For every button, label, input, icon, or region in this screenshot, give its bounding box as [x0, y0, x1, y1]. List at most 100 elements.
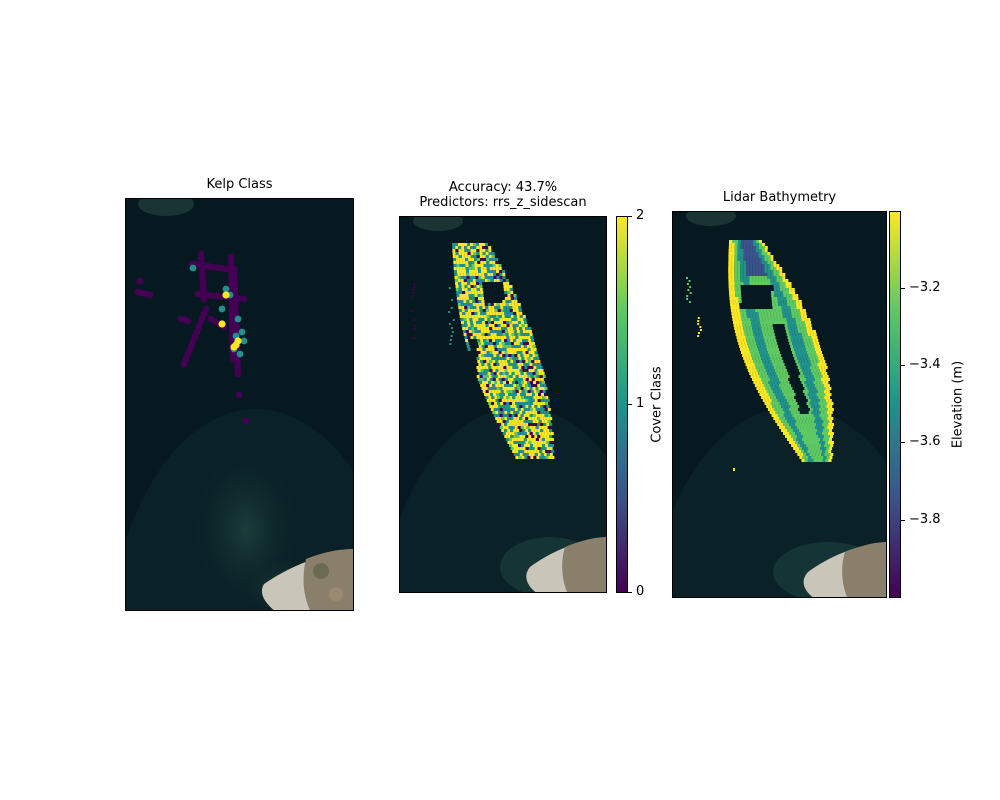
- bathymetry-pixel: [786, 423, 790, 426]
- cover-pixel: [475, 273, 479, 276]
- cover-pixel: [532, 408, 536, 411]
- bathymetry-pixel: [752, 273, 756, 276]
- cover-pixel: [452, 243, 455, 246]
- bathymetry-pixel: [804, 342, 808, 345]
- cover-pixel: [522, 453, 526, 456]
- bathymetry-pixel: [758, 249, 762, 252]
- cover-pixel: [478, 303, 482, 306]
- bathymetry-pixel: [756, 387, 760, 390]
- cover-pixel: [511, 372, 515, 375]
- cover-pixel: [467, 348, 471, 351]
- bathymetry-pixel: [761, 249, 765, 252]
- cover-pixel: [489, 339, 493, 342]
- cover-pixel: [537, 429, 541, 432]
- bathymetry-pixel: [796, 324, 800, 327]
- cover-pixel: [497, 336, 501, 339]
- bathymetry-pixel: [737, 312, 741, 315]
- bathymetry-pixel: [780, 360, 784, 363]
- bathymetry-pixel: [773, 378, 776, 381]
- bathymetry-pixel: [752, 348, 755, 351]
- bathymetry-pixel: [790, 420, 794, 423]
- bathymetry-pixel: [737, 246, 741, 249]
- cover-pixel: [482, 357, 486, 360]
- bathymetry-pixel: [783, 375, 787, 378]
- bathymetry-pixel: [808, 345, 812, 348]
- cover-pixel: [513, 429, 517, 432]
- bathymetry-pixel: [809, 339, 813, 342]
- cover-pixel: [510, 342, 514, 345]
- bathymetry-pixel: [743, 255, 747, 258]
- cover-pixel: [495, 411, 499, 414]
- cover-pixel: [516, 330, 520, 333]
- bathymetry-pixel: [822, 441, 825, 444]
- cover-pixel: [464, 249, 468, 252]
- kelp-class-plot: [126, 199, 353, 610]
- bathymetry-pixel: [770, 372, 774, 375]
- cover-pixel: [515, 357, 519, 360]
- cover-pixel: [537, 411, 541, 414]
- cover-pixel: [470, 336, 474, 339]
- cover-pixel: [519, 315, 523, 318]
- bathymetry-pixel: [686, 298, 689, 300]
- cover-pixel: [486, 399, 490, 402]
- bathymetry-pixel: [750, 369, 754, 372]
- bathymetry-pixel: [764, 315, 768, 318]
- bathymetry-pixel: [783, 297, 787, 300]
- cover-pixel: [468, 267, 472, 270]
- cover-pixel: [510, 429, 514, 432]
- bathymetry-pixel: [823, 363, 827, 366]
- bathymetry-pixel: [791, 330, 795, 333]
- cover-pixel: [492, 330, 496, 333]
- cover-pixel: [539, 402, 543, 405]
- bathymetry-pixel: [731, 246, 735, 249]
- bathymetry-pixel: [688, 280, 691, 282]
- cover-pixel: [411, 310, 414, 312]
- bathymetry-pixel: [797, 315, 801, 318]
- cover-pixel: [521, 402, 525, 405]
- bathymetry-pixel: [746, 339, 750, 342]
- bathymetry-pixel: [764, 348, 767, 351]
- cover-pixel: [461, 246, 465, 249]
- bathymetry-pixel: [733, 306, 737, 309]
- cover-pixel: [536, 450, 540, 453]
- bathymetry-pixel: [775, 309, 779, 312]
- cover-pixel: [488, 390, 492, 393]
- cover-pixel: [466, 345, 470, 348]
- bathymetry-pixel: [762, 369, 766, 372]
- bathymetry-pixel: [763, 324, 767, 327]
- cover-pixel: [479, 252, 483, 255]
- cover-pixel: [531, 441, 535, 444]
- bathymetry-pixel: [729, 240, 732, 243]
- bathymetry-pixel: [791, 402, 795, 405]
- bathymetry-pixel: [737, 270, 741, 273]
- bathymetry-pixel: [806, 417, 810, 420]
- bathymetry-pixel: [774, 342, 778, 345]
- shoal: [413, 217, 463, 231]
- cover-pixel: [503, 336, 507, 339]
- bathymetry-pixel: [801, 369, 805, 372]
- bathymetry-pixel: [737, 261, 741, 264]
- bathymetry-pixel: [748, 324, 752, 327]
- cover-pixel: [469, 276, 473, 279]
- bathymetry-pixel: [734, 252, 738, 255]
- bathymetry-pixel: [800, 330, 804, 333]
- cover-pixel: [534, 435, 538, 438]
- cover-pixel: [479, 366, 483, 369]
- cover-pixel: [497, 396, 501, 399]
- bathymetry-pixel: [778, 420, 782, 423]
- bathymetry-pixel: [799, 336, 803, 339]
- cover-pixel: [514, 318, 518, 321]
- bathymetry-pixel: [807, 441, 810, 444]
- bathymetry-pixel: [772, 363, 776, 366]
- bathymetry-pixel: [774, 414, 778, 417]
- cover-pixel: [513, 351, 517, 354]
- bathymetry-pixel: [814, 363, 818, 366]
- bathymetry-pixel: [804, 459, 808, 462]
- bathymetry-pixel: [771, 369, 775, 372]
- bathymetry-pixel: [737, 279, 741, 282]
- cover-pixel: [539, 381, 542, 384]
- cover-pixel: [496, 408, 500, 411]
- bathymetry-pixel: [697, 332, 700, 334]
- bathymetry-pixel: [761, 282, 765, 285]
- cover-pixel: [471, 267, 475, 270]
